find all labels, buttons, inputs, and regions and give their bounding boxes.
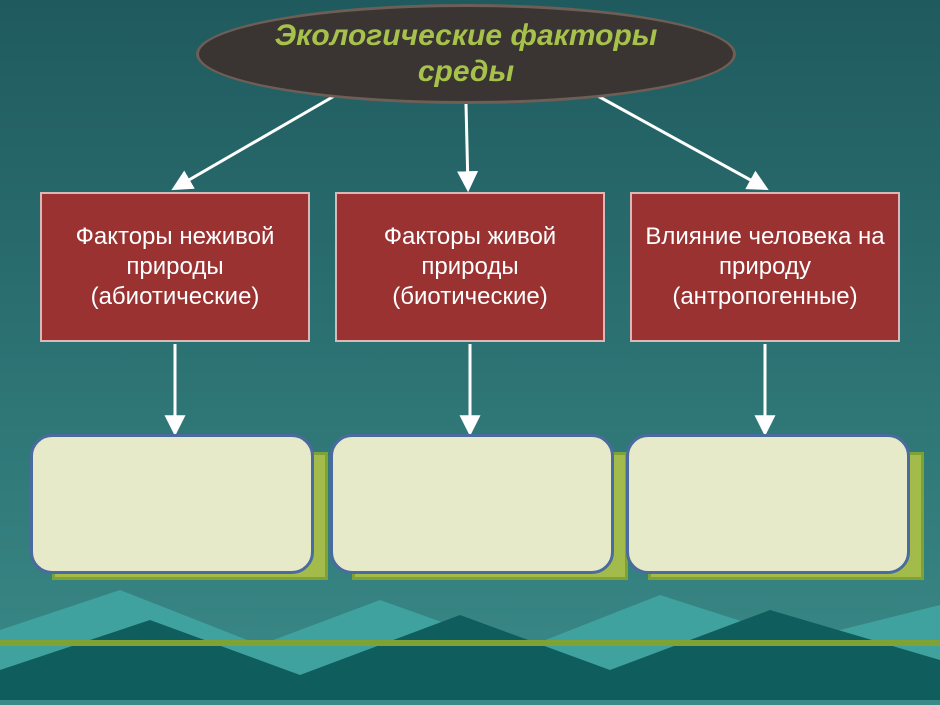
category-node-biotic: Факторы живой природы (биотические) xyxy=(335,192,605,342)
horizon-band xyxy=(0,640,940,646)
category-node-abiotic: Факторы неживой природы (абиотические) xyxy=(40,192,310,342)
diagram-stage: Экологические факторы среды Факторы нежи… xyxy=(0,0,940,705)
leaf-box-front xyxy=(30,434,314,574)
category-label: Факторы живой природы (биотические) xyxy=(349,222,591,312)
title-text: Экологические факторы среды xyxy=(229,18,703,90)
leaf-box-front xyxy=(626,434,910,574)
leaf-box-front xyxy=(330,434,614,574)
category-label: Факторы неживой природы (абиотические) xyxy=(54,222,296,312)
title-node: Экологические факторы среды xyxy=(196,4,736,104)
category-label: Влияние человека на природу (антропогенн… xyxy=(644,222,886,312)
category-node-anthropogenic: Влияние человека на природу (антропогенн… xyxy=(630,192,900,342)
background-gradient xyxy=(0,0,940,705)
